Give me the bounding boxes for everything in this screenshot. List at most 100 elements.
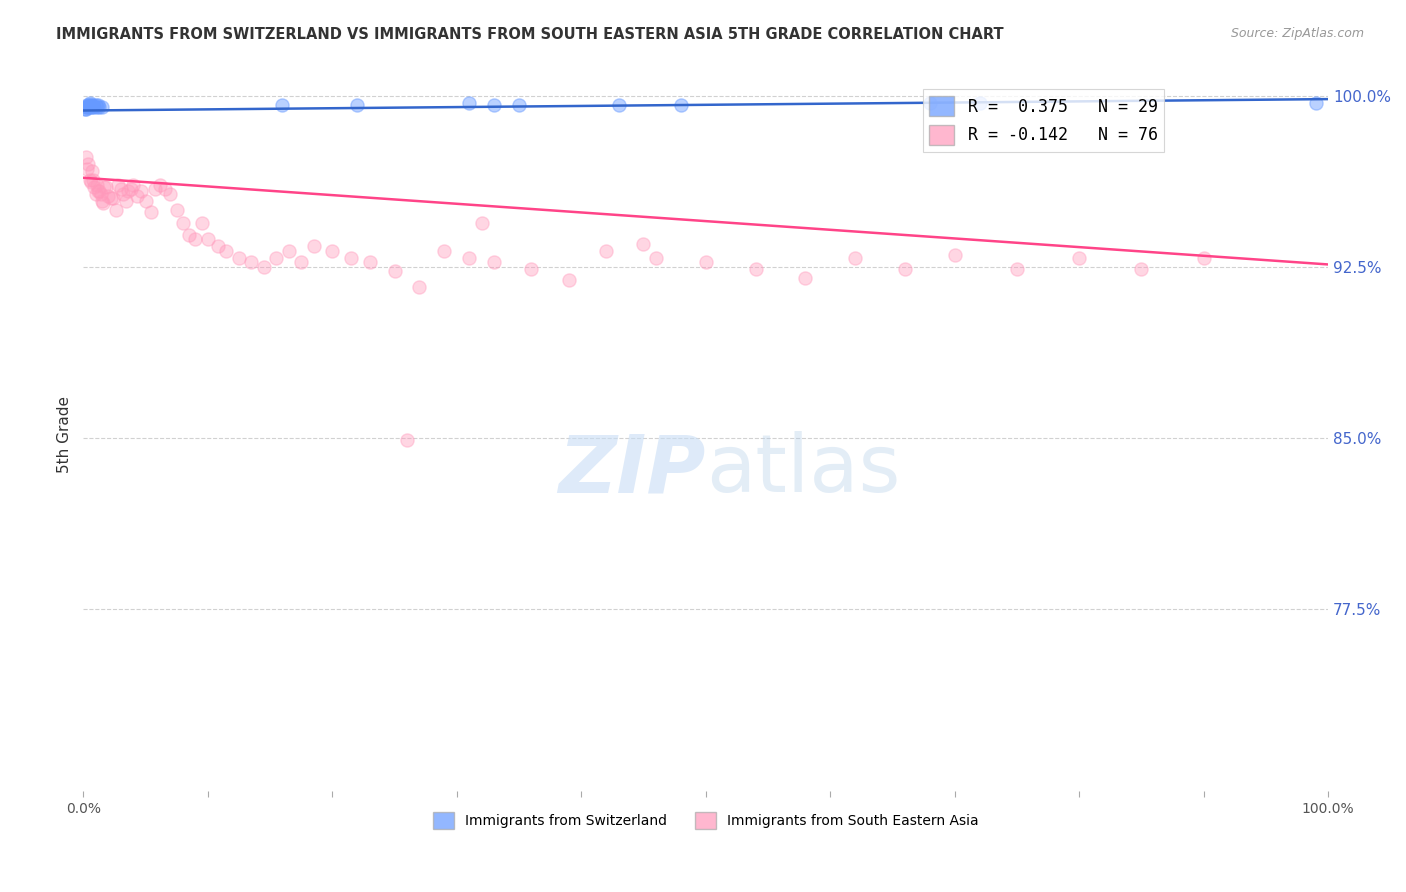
- Point: [918, 95, 941, 110]
- Point: [77, 97, 100, 112]
- Point: [122, 178, 145, 192]
- Point: [458, 95, 481, 110]
- Point: [76, 100, 98, 114]
- Point: [129, 185, 152, 199]
- Point: [94, 180, 117, 194]
- Point: [135, 194, 157, 208]
- Point: [112, 186, 135, 201]
- Point: [458, 251, 481, 265]
- Point: [84, 97, 107, 112]
- Point: [91, 100, 114, 114]
- Point: [104, 202, 127, 217]
- Point: [101, 191, 124, 205]
- Point: [79, 173, 101, 187]
- Point: [253, 260, 276, 274]
- Point: [166, 202, 188, 217]
- Point: [508, 97, 530, 112]
- Point: [228, 251, 250, 265]
- Point: [969, 95, 991, 110]
- Point: [89, 185, 111, 199]
- Legend: Immigrants from Switzerland, Immigrants from South Eastern Asia: Immigrants from Switzerland, Immigrants …: [427, 806, 984, 834]
- Point: [83, 100, 105, 114]
- Point: [346, 97, 368, 112]
- Point: [384, 264, 406, 278]
- Point: [110, 182, 132, 196]
- Point: [595, 244, 617, 258]
- Point: [145, 182, 167, 196]
- Point: [943, 248, 966, 262]
- Point: [80, 100, 103, 114]
- Point: [340, 251, 363, 265]
- Point: [172, 216, 194, 230]
- Point: [177, 227, 200, 242]
- Point: [139, 205, 162, 219]
- Text: Source: ZipAtlas.com: Source: ZipAtlas.com: [1230, 27, 1364, 40]
- Point: [77, 157, 100, 171]
- Point: [82, 97, 104, 112]
- Point: [159, 186, 181, 201]
- Y-axis label: 5th Grade: 5th Grade: [58, 396, 72, 473]
- Point: [76, 161, 98, 176]
- Point: [82, 173, 104, 187]
- Point: [79, 95, 101, 110]
- Point: [395, 433, 418, 447]
- Text: ZIP: ZIP: [558, 431, 706, 509]
- Point: [1192, 251, 1215, 265]
- Point: [75, 150, 97, 164]
- Point: [240, 255, 263, 269]
- Point: [120, 182, 142, 196]
- Point: [80, 97, 103, 112]
- Point: [520, 262, 543, 277]
- Point: [107, 178, 129, 192]
- Point: [91, 194, 114, 208]
- Point: [149, 178, 172, 192]
- Point: [87, 97, 110, 112]
- Point: [87, 185, 110, 199]
- Point: [271, 97, 294, 112]
- Point: [1305, 95, 1327, 110]
- Text: IMMIGRANTS FROM SWITZERLAND VS IMMIGRANTS FROM SOUTH EASTERN ASIA 5TH GRADE CORR: IMMIGRANTS FROM SWITZERLAND VS IMMIGRANT…: [56, 27, 1004, 42]
- Point: [207, 239, 229, 253]
- Point: [482, 97, 505, 112]
- Point: [277, 244, 299, 258]
- Point: [97, 189, 120, 203]
- Point: [695, 255, 717, 269]
- Point: [84, 186, 107, 201]
- Point: [100, 191, 122, 205]
- Point: [290, 255, 312, 269]
- Point: [76, 97, 98, 112]
- Point: [359, 255, 381, 269]
- Point: [90, 186, 112, 201]
- Point: [117, 185, 139, 199]
- Point: [1005, 262, 1028, 277]
- Point: [86, 100, 108, 114]
- Point: [79, 97, 101, 112]
- Point: [321, 244, 343, 258]
- Point: [302, 239, 325, 253]
- Point: [197, 232, 219, 246]
- Point: [894, 262, 917, 277]
- Point: [794, 271, 817, 285]
- Point: [471, 216, 494, 230]
- Point: [482, 255, 505, 269]
- Point: [73, 103, 96, 117]
- Point: [89, 100, 111, 114]
- Point: [264, 251, 287, 265]
- Point: [77, 100, 100, 114]
- Point: [433, 244, 456, 258]
- Point: [184, 232, 207, 246]
- Point: [80, 164, 103, 178]
- Point: [114, 194, 136, 208]
- Point: [1069, 251, 1091, 265]
- Point: [633, 236, 655, 251]
- Point: [155, 182, 177, 196]
- Point: [80, 100, 103, 114]
- Point: [558, 273, 581, 287]
- Point: [1130, 262, 1153, 277]
- Point: [91, 195, 114, 210]
- Point: [669, 97, 692, 112]
- Point: [75, 103, 97, 117]
- Point: [93, 180, 115, 194]
- Point: [75, 100, 97, 114]
- Point: [83, 180, 105, 194]
